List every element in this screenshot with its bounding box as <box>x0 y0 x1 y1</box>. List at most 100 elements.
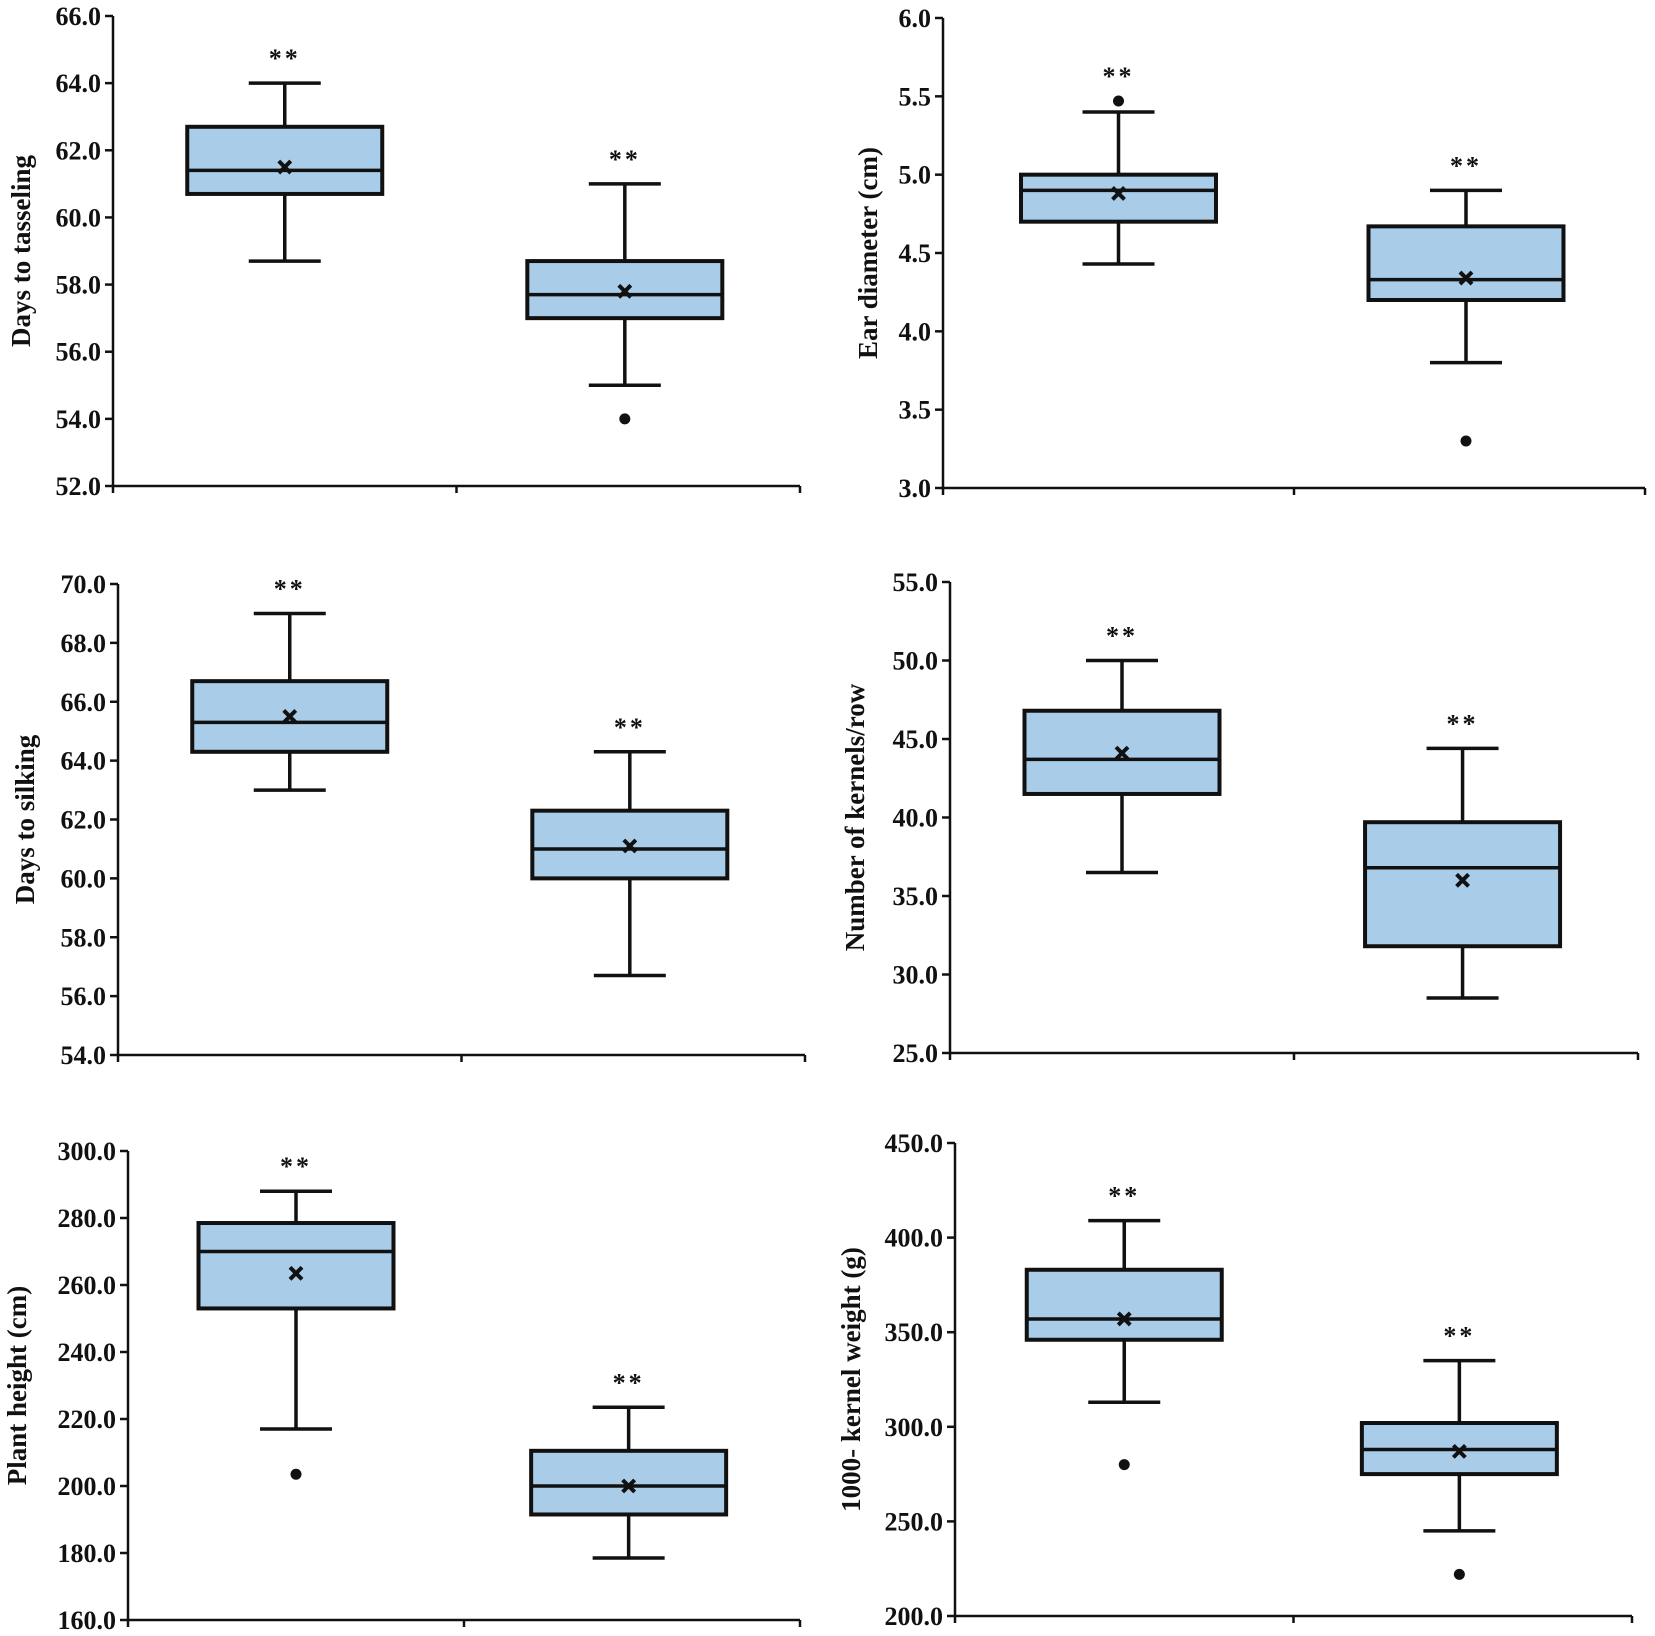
y-tick-label: 180.0 <box>58 1539 117 1568</box>
box-1: ** <box>1022 622 1222 875</box>
iqr-box <box>1024 1267 1224 1342</box>
y-tick-label: 3.5 <box>899 396 932 425</box>
y-tick-label: 60.0 <box>56 203 102 232</box>
significance-label: ** <box>1106 622 1138 651</box>
outlier-point <box>290 1468 302 1480</box>
mean-marker <box>1111 186 1126 201</box>
y-tick-label: 4.5 <box>899 239 932 268</box>
y-axis-title: 1000- kernel weight (g) <box>836 1247 866 1512</box>
iqr-box <box>1366 224 1566 302</box>
box-2: ** <box>525 145 725 425</box>
y-tick-label: 450.0 <box>885 1129 944 1158</box>
mean-marker <box>1455 872 1470 888</box>
significance-label: ** <box>609 145 641 174</box>
y-tick-label: 50.0 <box>893 647 939 676</box>
panel-kernels-per-row: 25.0 30.0 35.0 40.0 45.0 50.0 55.0 Number of ke… <box>840 568 1640 1068</box>
significance-label: ** <box>1443 1322 1475 1351</box>
significance-label: ** <box>614 713 646 742</box>
significance-label: ** <box>280 1152 312 1181</box>
mean-marker-stroke <box>1451 1443 1467 1459</box>
y-tick-label: 66.0 <box>56 2 102 31</box>
iqr-box <box>185 124 385 196</box>
y-tick-label: 300.0 <box>885 1413 944 1442</box>
y-tick-label: 70.0 <box>61 570 107 599</box>
mean-marker-stroke <box>1116 1311 1132 1327</box>
box-1: ** <box>185 44 385 263</box>
y-tick-label: 250.0 <box>885 1507 944 1536</box>
y-tick-label: 4.0 <box>899 317 932 346</box>
mean-marker <box>1451 1443 1467 1459</box>
y-tick-label: 64.0 <box>61 747 107 776</box>
significance-label: ** <box>1103 62 1135 91</box>
outlier-point <box>1113 95 1124 107</box>
box-1: ** <box>1019 62 1218 266</box>
box-1: ** <box>196 1152 396 1480</box>
y-tick-label: 66.0 <box>61 688 107 717</box>
box-1: ** <box>1024 1182 1224 1471</box>
panel-plant-height: 160.0 180.0 200.0 220.0 240.0 260.0 280.0 300.0… <box>2 1137 802 1635</box>
mean-marker <box>617 283 633 299</box>
y-tick-label: 56.0 <box>56 338 102 367</box>
mean-marker <box>1116 1311 1132 1327</box>
y-axis-title: Number of kernels/row <box>840 683 870 951</box>
y-axis-title: Days to silking <box>10 734 40 904</box>
y-tick-label: 58.0 <box>61 923 107 952</box>
mean-marker <box>282 709 298 724</box>
y-tick-label: 64.0 <box>56 69 102 98</box>
mean-marker-stroke <box>1111 186 1126 201</box>
mean-marker <box>1114 745 1130 761</box>
y-tick-label: 240.0 <box>58 1338 117 1367</box>
y-tick-label: 30.0 <box>893 961 939 990</box>
mean-marker-stroke <box>277 159 293 175</box>
y-tick-label: 280.0 <box>58 1204 117 1233</box>
box-2: ** <box>529 1368 729 1560</box>
iqr-box <box>1019 172 1218 224</box>
mean-marker-stroke <box>282 709 298 724</box>
y-axis-title: Ear diameter (cm) <box>853 147 883 359</box>
y-tick-label: 62.0 <box>56 136 102 165</box>
y-tick-label: 260.0 <box>58 1271 117 1300</box>
mean-marker <box>1458 270 1474 286</box>
box-1: ** <box>190 574 390 792</box>
iqr-box <box>196 1221 396 1311</box>
outlier-point <box>619 413 631 425</box>
iqr-box <box>529 1448 729 1517</box>
significance-label: ** <box>269 44 301 73</box>
mean-marker-stroke <box>1114 745 1130 761</box>
box-2: ** <box>530 713 730 978</box>
box-2: ** <box>1363 709 1563 1000</box>
panel-kernel-weight: 200.0 250.0 300.0 350.0 400.0 450.0 1000- kern… <box>836 1129 1634 1631</box>
significance-label: ** <box>1450 151 1482 180</box>
iqr-box <box>1363 820 1563 949</box>
y-tick-label: 54.0 <box>56 405 102 434</box>
outlier-point <box>1460 435 1472 447</box>
significance-label: ** <box>613 1368 645 1397</box>
significance-label: ** <box>1447 709 1479 738</box>
panel-ear-diameter: 3.0 3.5 4.0 4.5 5.0 5.5 6.0 Ear diameter (cm) **… <box>853 4 1647 503</box>
mean-marker-stroke <box>617 283 633 299</box>
y-tick-label: 5.0 <box>899 161 932 190</box>
y-tick-label: 55.0 <box>893 568 939 597</box>
y-tick-label: 52.0 <box>56 472 102 501</box>
y-tick-label: 40.0 <box>893 804 939 833</box>
outlier-point <box>1118 1459 1130 1471</box>
mean-marker-stroke <box>622 838 638 854</box>
y-tick-label: 3.0 <box>899 474 932 503</box>
mean-marker-stroke <box>1458 270 1474 286</box>
y-tick-label: 58.0 <box>56 271 102 300</box>
y-tick-label: 350.0 <box>885 1318 944 1347</box>
y-tick-label: 6.0 <box>899 4 932 33</box>
y-tick-label: 54.0 <box>61 1041 107 1070</box>
mean-marker-stroke <box>288 1265 304 1281</box>
y-tick-label: 35.0 <box>893 882 939 911</box>
y-tick-label: 25.0 <box>893 1039 939 1068</box>
mean-marker <box>621 1478 637 1494</box>
y-tick-label: 60.0 <box>61 864 107 893</box>
panel-days-to-silking: 54.0 56.0 58.0 60.0 62.0 64.0 66.0 68.0 70.0 Days… <box>10 570 807 1070</box>
y-tick-label: 400.0 <box>885 1224 944 1253</box>
y-axis-title: Days to tasseling <box>6 155 36 348</box>
mean-marker-stroke <box>621 1478 637 1494</box>
panel-days-to-tasseling: 52.0 54.0 56.0 58.0 60.0 62.0 64.0 66.0 Days to … <box>6 2 802 501</box>
significance-label: ** <box>1108 1182 1140 1211</box>
